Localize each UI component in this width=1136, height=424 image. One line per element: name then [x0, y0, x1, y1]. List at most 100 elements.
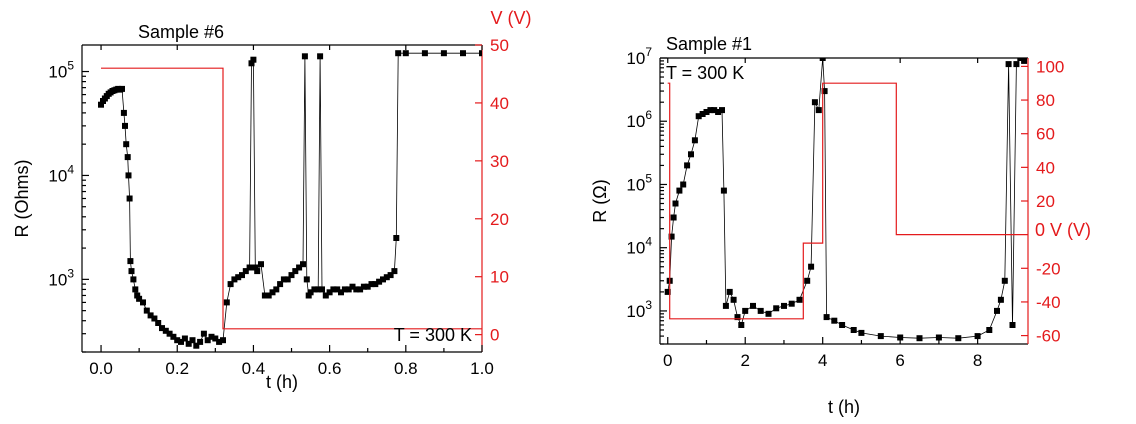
chart2-resistance-point	[823, 314, 830, 321]
chart1-resistance-point	[301, 53, 308, 60]
chart2-resistance-point	[680, 181, 687, 188]
chart2-resistance-point	[821, 88, 828, 95]
chart1-title: Sample #6	[138, 22, 224, 42]
chart1-resistance-point	[200, 330, 207, 337]
chart2-resistance-point	[757, 307, 764, 314]
chart2-plot-area	[664, 58, 1028, 342]
chart2-title: Sample #1	[666, 34, 752, 54]
chart1-resistance-point	[134, 292, 141, 299]
chart1-y2-tick-label: 0	[490, 326, 499, 345]
chart1-resistance-point	[296, 264, 303, 271]
chart1-resistance-point	[376, 278, 383, 285]
chart2-resistance-point	[695, 113, 702, 120]
chart1-resistance-point	[349, 283, 356, 290]
chart1-resistance-line	[100, 52, 482, 347]
chart1-resistance-point	[317, 53, 324, 60]
chart2-y-tick-exp: 5	[645, 171, 652, 185]
chart1-temperature-annotation: T = 300 K	[394, 325, 472, 345]
chart1-voltage-line	[101, 67, 482, 330]
chart1-x-tick-label: 0.8	[394, 359, 418, 378]
chart1-y-tick-exp: 4	[67, 162, 74, 176]
chart1-y-tick-label: 103	[48, 266, 74, 289]
chart1-resistance-point	[119, 85, 125, 92]
chart2-resistance-point	[730, 296, 737, 303]
chart1-resistance-point	[250, 56, 257, 63]
chart1-resistance-point	[151, 315, 158, 322]
chart2-resistance-point	[720, 187, 727, 194]
chart2-y-tick-base: 10	[626, 175, 645, 194]
chart2-resistance-point	[935, 334, 942, 341]
chart1-resistance-point	[338, 289, 344, 296]
chart1-resistance-point	[300, 261, 306, 268]
chart1-resistance-point	[227, 281, 234, 288]
chart1-x-tick-label: 0.4	[242, 359, 266, 378]
chart1-x-axis-label: t (h)	[266, 372, 298, 392]
chart2-x-tick-label: 6	[895, 351, 904, 370]
chart2-resistance-point	[742, 307, 749, 314]
chart1-resistance-point	[98, 101, 104, 108]
chart2-resistance-point	[997, 296, 1004, 303]
chart1-resistance-point	[258, 261, 264, 268]
chart1-resistance-point	[440, 50, 447, 57]
chart2-resistance-point	[897, 334, 904, 341]
chart2-resistance-point	[1005, 61, 1012, 68]
chart2-y2-tick-label: 100	[1036, 57, 1064, 76]
chart2-resistance-point	[715, 109, 722, 115]
chart2-resistance-point	[668, 233, 675, 240]
chart1-resistance-point	[159, 325, 165, 332]
chart1-resistance-point	[261, 292, 268, 299]
chart1-resistance-point	[334, 286, 341, 293]
chart2-y2-tick-label: -40	[1036, 293, 1061, 312]
chart1-resistance-point	[288, 272, 295, 279]
chart2-resistance-point	[815, 107, 822, 114]
chart1-resistance-point	[216, 338, 223, 345]
chart1-y2-tick-label: 40	[490, 94, 509, 113]
chart1-resistance-point	[155, 320, 162, 326]
chart1-resistance-point	[330, 286, 337, 293]
chart2-y-tick-label: 107	[626, 45, 652, 68]
chart1-x-tick-label: 0.6	[318, 359, 342, 378]
chart2-resistance-point	[994, 307, 1000, 314]
chart1-resistance-point	[353, 286, 360, 293]
chart1-resistance-point	[231, 276, 238, 283]
chart1-resistance-point	[372, 281, 379, 288]
chart1-y2-tick-label: 20	[490, 210, 509, 229]
chart1-resistance-point	[303, 276, 310, 283]
chart1-resistance-point	[311, 286, 318, 293]
chart2-resistance-point	[765, 310, 772, 317]
chart2-y2-tick-label: 80	[1036, 91, 1055, 110]
chart2-resistance-point	[1021, 58, 1028, 64]
chart1-resistance-point	[421, 50, 428, 57]
chart1-resistance-point	[368, 281, 375, 288]
chart2-resistance-point	[707, 107, 714, 114]
chart1-resistance-point	[277, 281, 284, 288]
chart1-resistance-point	[326, 289, 333, 296]
chart1-y2-axis-label: V (V)	[490, 8, 531, 28]
chart1-resistance-point	[319, 286, 325, 293]
chart1-resistance-point	[305, 292, 312, 299]
chart1-resistance-point	[460, 50, 466, 57]
chart2-y2-tick-label: 20	[1036, 192, 1055, 211]
chart2-resistance-point	[670, 214, 677, 221]
chart2-y-axis-label-symbol: Ω	[590, 185, 610, 198]
chart1-resistance-point	[345, 286, 352, 293]
chart1-y-axis-label-text: R (Ohms)	[12, 160, 32, 238]
chart1-resistance-point	[307, 289, 314, 296]
chart1-resistance-point	[387, 272, 394, 279]
chart2-x-tick-label: 2	[740, 351, 749, 370]
chart1-resistance-point	[212, 335, 219, 342]
chart1-resistance-point	[220, 337, 226, 344]
chart2-resistance-point	[688, 151, 694, 158]
chart2-y-axis-label-text: R (	[590, 199, 610, 223]
chart1-resistance-point	[130, 276, 137, 283]
chart2-y-tick-label: 103	[626, 298, 652, 321]
chart1-resistance-point	[364, 283, 371, 290]
chart2-resistance-point	[703, 109, 710, 115]
chart1-resistance-point	[395, 50, 402, 57]
chart2-y-tick-label: 104	[626, 235, 652, 258]
chart2-y-tick-base: 10	[626, 49, 645, 68]
chart1-resistance-point	[269, 289, 276, 296]
chart1-y-tick-label: 105	[48, 59, 74, 82]
